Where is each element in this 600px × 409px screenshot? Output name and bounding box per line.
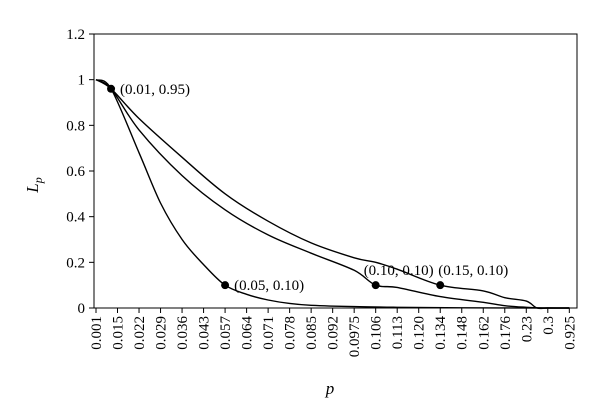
x-tick-label: 0.001 xyxy=(89,316,105,350)
point-label: (0.05, 0.10) xyxy=(234,278,304,294)
x-tick-label: 0.162 xyxy=(476,316,492,350)
y-axis-ticks: 0 0.2 0.4 0.6 0.8 1 1.2 xyxy=(66,27,94,317)
x-tick-label: 0.176 xyxy=(498,315,514,349)
x-tick-label: 0.3 xyxy=(541,316,557,335)
y-axis-label: Lp xyxy=(23,177,45,193)
y-tick-label: 0.2 xyxy=(66,255,85,271)
x-tick-label: 0.106 xyxy=(369,316,385,350)
series-line-2 xyxy=(95,79,570,309)
x-tick-label: 0.078 xyxy=(283,316,299,350)
x-tick-label: 0.071 xyxy=(261,316,277,350)
y-axis-label-subscript: p xyxy=(31,177,45,184)
y-tick-label: 0.4 xyxy=(66,210,85,226)
series-line-3 xyxy=(95,79,570,310)
x-tick-label: 0.23 xyxy=(519,316,535,342)
y-tick-label: 0.8 xyxy=(66,118,85,134)
x-tick-label: 0.148 xyxy=(455,316,471,350)
data-point xyxy=(436,281,445,290)
point-label: (0.15, 0.10) xyxy=(438,263,508,279)
y-tick-label: 1 xyxy=(78,73,86,89)
data-point xyxy=(371,281,380,290)
y-tick-label: 0 xyxy=(78,301,86,317)
x-axis-ticks: 0.001 0.015 0.022 0.029 0.036 0.043 0.057 0.064… xyxy=(89,308,578,357)
curves xyxy=(95,79,570,310)
x-tick-label: 0.925 xyxy=(562,316,578,350)
x-tick-label: 0.015 xyxy=(111,316,127,350)
y-tick-label: 1.2 xyxy=(66,27,85,43)
data-point xyxy=(107,84,116,93)
series-line-1 xyxy=(95,79,570,309)
x-tick-label: 0.029 xyxy=(154,316,170,350)
x-tick-label: 0.134 xyxy=(433,316,449,350)
x-tick-label: 0.120 xyxy=(412,316,428,350)
y-tick-label: 0.6 xyxy=(66,164,85,180)
x-tick-label: 0.043 xyxy=(197,316,213,350)
annotated-points: (0.01, 0.95) (0.05, 0.10) (0.10, 0.10) (0.1… xyxy=(107,82,508,294)
point-label: (0.01, 0.95) xyxy=(120,82,190,98)
x-tick-label: 0.057 xyxy=(218,316,234,350)
x-tick-label: 0.085 xyxy=(304,316,320,350)
x-tick-label: 0.036 xyxy=(175,316,191,350)
x-tick-label: 0.022 xyxy=(132,316,148,350)
x-tick-label: 0.113 xyxy=(390,316,406,349)
point-label: (0.10, 0.10) xyxy=(364,263,434,279)
x-axis-label: p xyxy=(325,379,335,398)
x-tick-label: 0.064 xyxy=(240,316,256,350)
x-tick-label: 0.092 xyxy=(326,316,342,350)
x-tick-label: 0.0975 xyxy=(347,316,363,357)
data-point xyxy=(221,281,230,290)
